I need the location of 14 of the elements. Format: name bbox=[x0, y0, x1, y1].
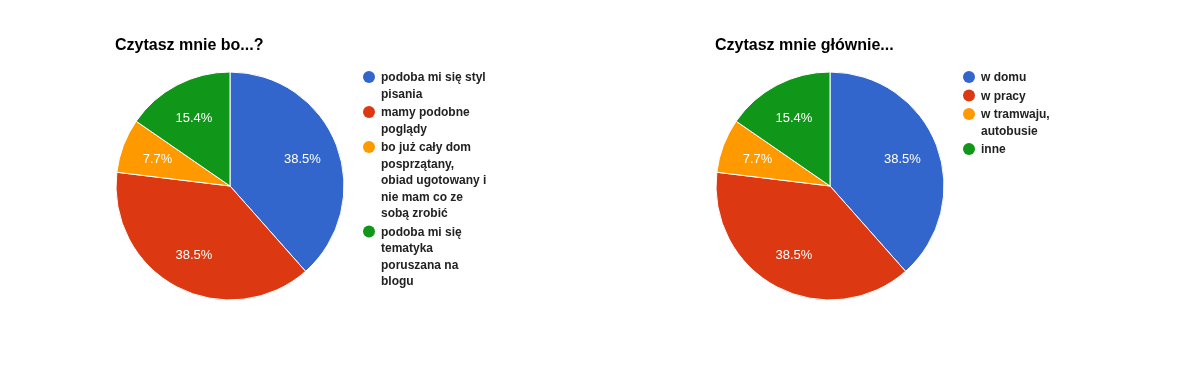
legend-label: w domu bbox=[980, 70, 1027, 85]
data-label: 38.5% bbox=[775, 247, 813, 263]
legend-label: w pracy bbox=[980, 88, 1027, 103]
data-label: 15.4% bbox=[175, 109, 213, 125]
data-label: 38.5% bbox=[284, 151, 322, 167]
legend-label: podoba mi się tematyka poruszana na blogu bbox=[381, 224, 462, 289]
data-label: 15.4% bbox=[775, 109, 813, 125]
data-label: 7.7% bbox=[142, 151, 173, 167]
data-label: 7.7% bbox=[742, 151, 773, 167]
data-label: 38.5% bbox=[884, 151, 922, 167]
chart-title: Czytasz mnie głównie... bbox=[715, 36, 894, 53]
data-label: 38.5% bbox=[175, 247, 213, 263]
legend-label: inne bbox=[981, 142, 1006, 157]
chart-title: Czytasz mnie bo...? bbox=[115, 36, 264, 53]
